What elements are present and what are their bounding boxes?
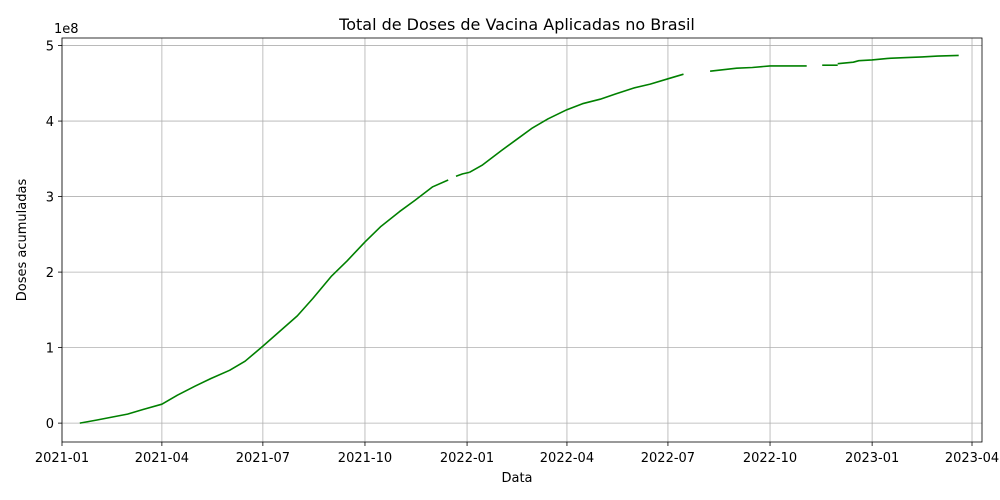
x-axis-label: Data — [501, 471, 532, 486]
x-tick-label: 2021-07 — [236, 451, 290, 466]
x-tick-label: 2022-01 — [440, 451, 494, 466]
x-tick-label: 2023-04 — [945, 451, 999, 466]
x-tick-label: 2021-10 — [338, 451, 392, 466]
grid — [61, 38, 982, 442]
y-axis-label: Doses acumuladas — [15, 179, 30, 302]
series-lines — [79, 54, 959, 424]
x-tick-label: 2022-07 — [641, 451, 695, 466]
x-tick-label: 2021-01 — [35, 451, 89, 466]
series-line-segment — [455, 171, 470, 177]
y-tick-label: 4 — [46, 115, 54, 130]
x-tick-label: 2022-04 — [540, 451, 594, 466]
y-tick-label: 3 — [46, 191, 54, 206]
series-line-segment — [79, 179, 449, 424]
y-offset-label: 1e8 — [54, 22, 79, 37]
x-axis-ticks: 2021-01 2021-04 2021-07 2021-10 2022-01 2022-… — [35, 442, 999, 466]
y-tick-label: 2 — [46, 266, 54, 281]
y-tick-label: 5 — [46, 40, 54, 55]
plot-frame — [61, 37, 983, 443]
series-line-segment — [468, 73, 684, 174]
y-tick-label: 0 — [46, 417, 54, 432]
chart-title: Total de Doses de Vacina Aplicadas no Br… — [338, 15, 695, 34]
series-line-segment — [837, 54, 959, 65]
y-tick-label: 1 — [46, 342, 54, 357]
series-line-segment — [710, 65, 771, 72]
x-tick-label: 2021-04 — [135, 451, 189, 466]
x-tick-label: 2022-10 — [743, 451, 797, 466]
y-axis-ticks: 0 1 2 3 4 5 — [46, 40, 62, 432]
x-tick-label: 2023-01 — [845, 451, 899, 466]
